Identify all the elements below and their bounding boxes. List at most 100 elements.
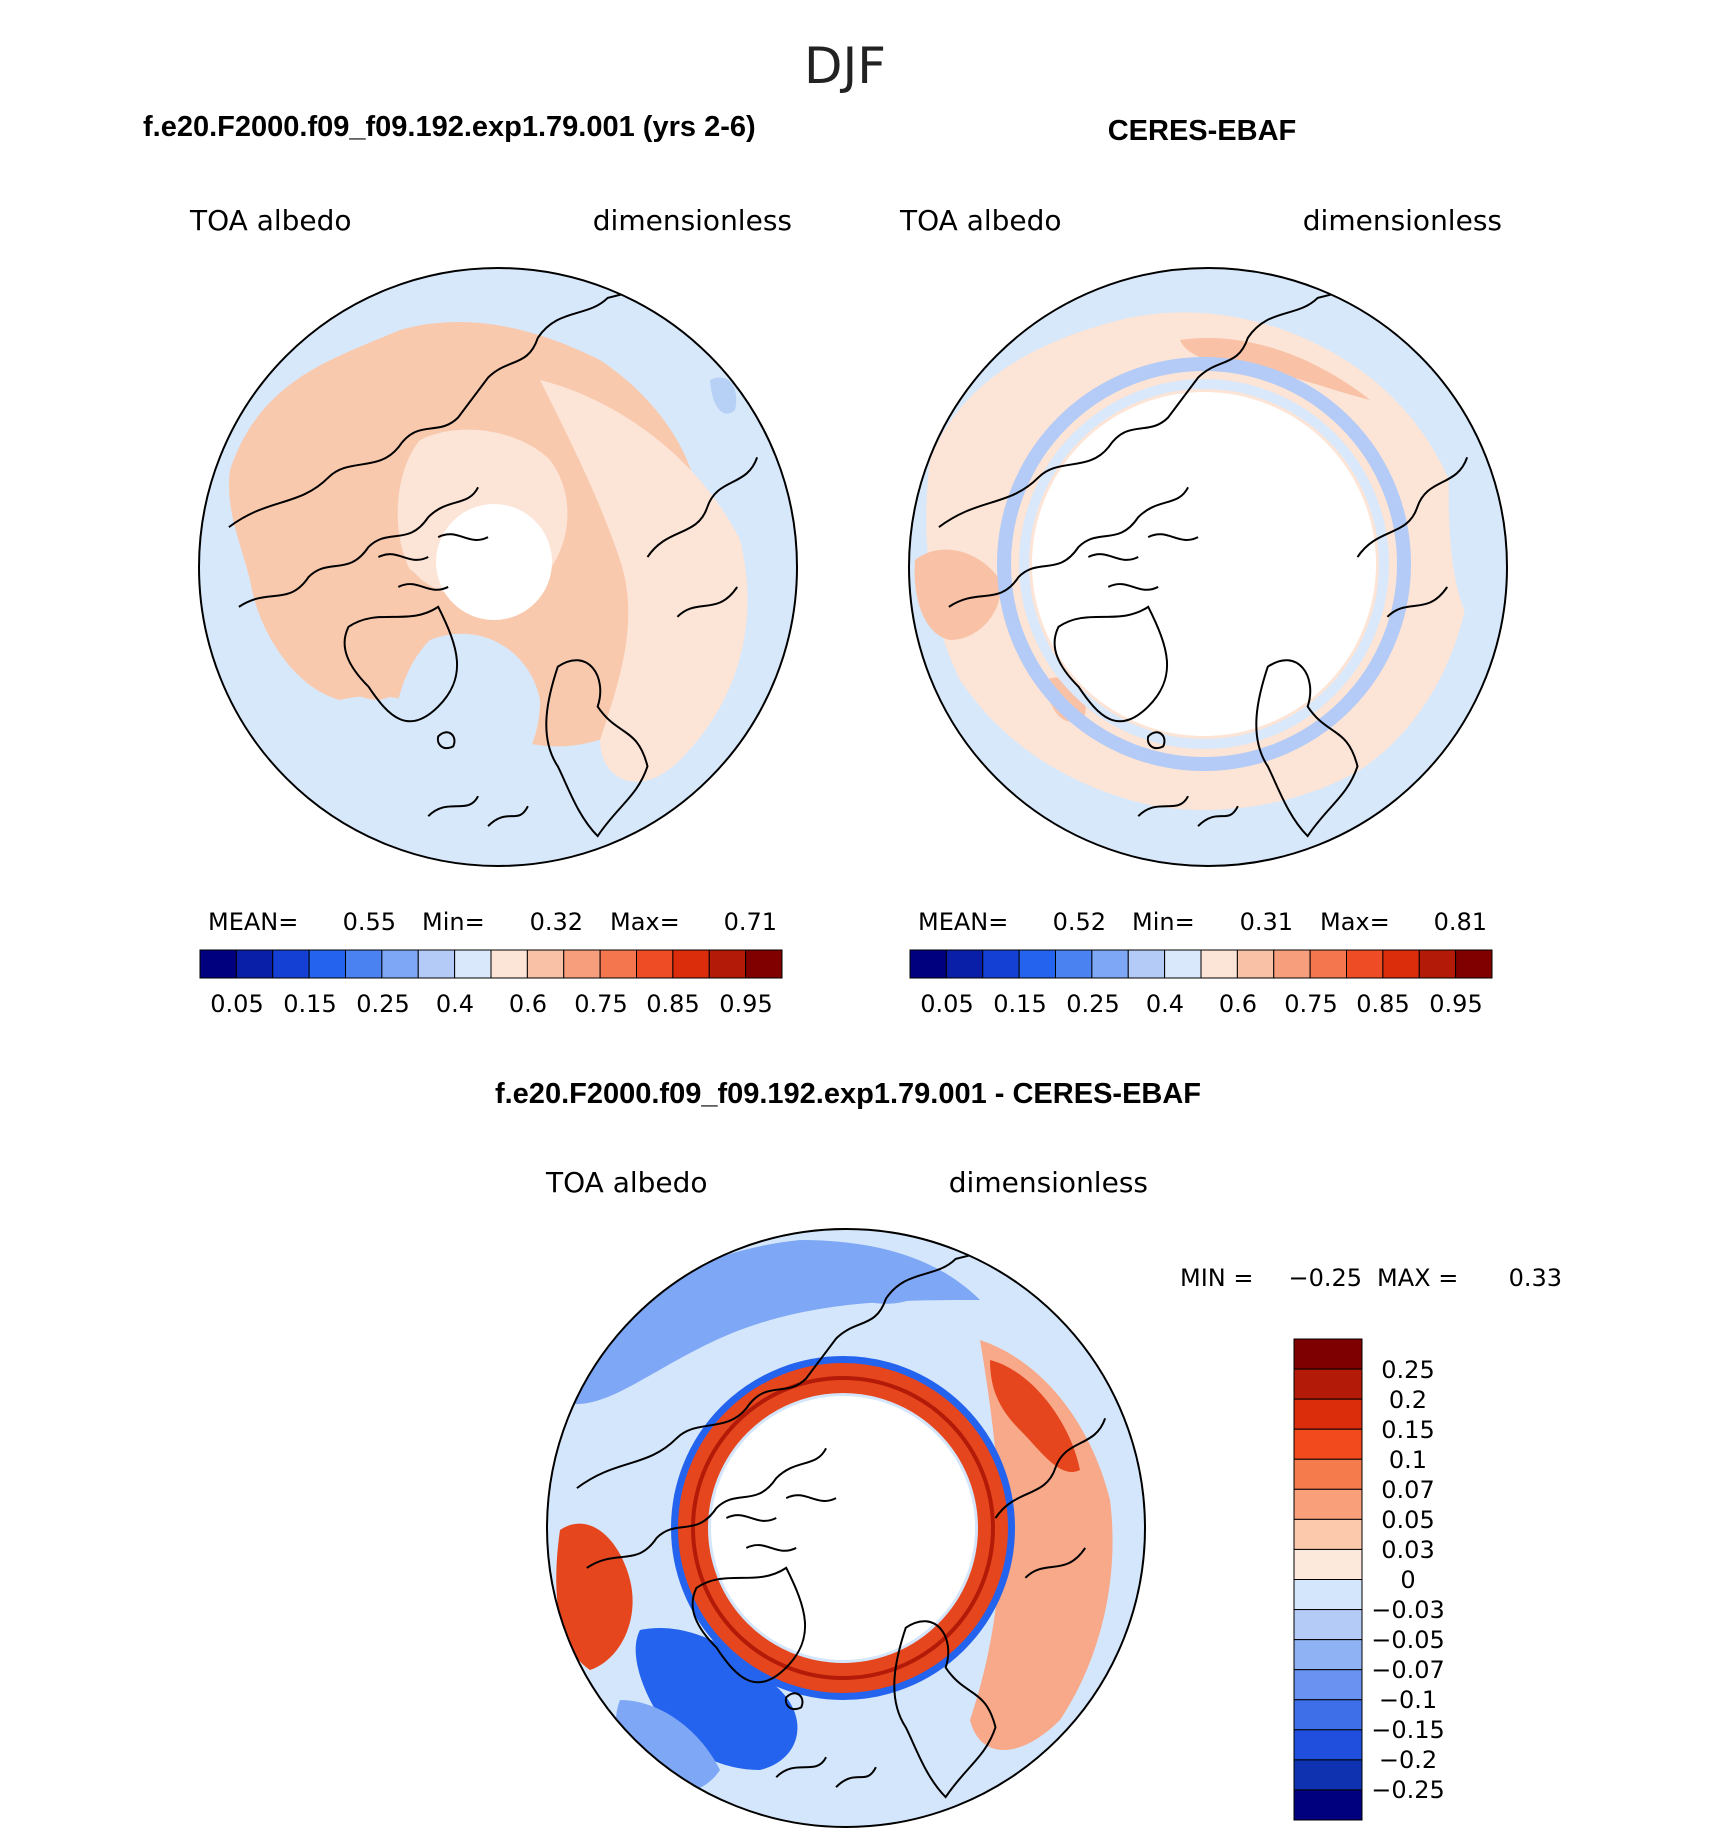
- colorbar-tick-label: 0.6: [509, 990, 547, 1018]
- colorbar-tick-label: 0.2: [1389, 1386, 1427, 1414]
- panel-model-map-border: [198, 267, 798, 867]
- panel-model-variable-label: TOA albedo: [189, 204, 352, 237]
- panel-obs-mean-label: MEAN=: [918, 908, 1008, 936]
- panel-obs-min-label: Min=: [1132, 908, 1195, 936]
- colorbar-tick-label: −0.1: [1379, 1686, 1437, 1714]
- colorbar-tick-label: 0.15: [993, 990, 1046, 1018]
- colorbar-tick-label: 0.25: [1066, 990, 1119, 1018]
- panel-model-colorbar-ticks: 0.05 0.15 0.25 0.4 0.6 0.75 0.85 0.95: [210, 990, 772, 1018]
- colorbar-tick-label: 0.05: [920, 990, 973, 1018]
- colorbar-swatch: [199, 949, 237, 979]
- panel-model-min-value: 0.32: [530, 908, 583, 936]
- colorbar-tick-label: 0.85: [646, 990, 699, 1018]
- panel-obs: CERES-EBAF TOA albedo dimensionless MEAN…: [899, 115, 1508, 1018]
- colorbar-tick-label: 0.15: [283, 990, 336, 1018]
- colorbar-swatch: [308, 949, 346, 979]
- colorbar-swatch: [235, 949, 274, 979]
- panel-diff-max-label: MAX =: [1377, 1264, 1458, 1292]
- panel-diff-max-value: 0.33: [1509, 1264, 1562, 1292]
- colorbar-swatch: [1293, 1338, 1363, 1370]
- panel-diff-map: [547, 1229, 1145, 1827]
- colorbar-swatch: [982, 949, 1020, 979]
- colorbar-swatch: [745, 949, 783, 979]
- colorbar-tick-label: 0.03: [1381, 1536, 1434, 1564]
- colorbar-swatch: [1164, 949, 1202, 979]
- colorbar-swatch: [1293, 1518, 1363, 1550]
- colorbar-swatch: [708, 949, 747, 979]
- colorbar-swatch: [1382, 949, 1420, 979]
- panel-model-mean-value: 0.55: [343, 908, 396, 936]
- panel-model: f.e20.F2000.f09_f09.192.exp1.79.001 (yrs…: [143, 111, 798, 1018]
- colorbar-tick-label: 0.07: [1381, 1476, 1434, 1504]
- panel-diff-colorbar-ticks: 0.25 0.2 0.15 0.1 0.07 0.05 0.03 0 −0.03…: [1371, 1356, 1445, 1804]
- colorbar-swatch: [1293, 1759, 1363, 1791]
- colorbar-swatch: [1346, 949, 1384, 979]
- colorbar-swatch: [1418, 949, 1457, 979]
- colorbar-tick-label: 0.25: [356, 990, 409, 1018]
- colorbar-tick-label: 0.6: [1219, 990, 1257, 1018]
- panel-obs-variable-label: TOA albedo: [899, 204, 1062, 237]
- colorbar-tick-label: −0.05: [1371, 1626, 1445, 1654]
- colorbar-swatch: [1293, 1639, 1363, 1671]
- colorbar-swatch: [1293, 1729, 1363, 1761]
- panel-diff-variable-label: TOA albedo: [545, 1166, 708, 1199]
- panel-diff-title: f.e20.F2000.f09_f09.192.exp1.79.001 - CE…: [495, 1078, 1201, 1110]
- colorbar-swatch: [272, 949, 310, 979]
- colorbar-swatch: [526, 949, 565, 979]
- panel-obs-colorbar: [909, 949, 1493, 979]
- colorbar-swatch: [1293, 1488, 1363, 1520]
- colorbar-tick-label: −0.15: [1371, 1716, 1445, 1744]
- panel-model-max-label: Max=: [610, 908, 680, 936]
- panel-model-mean-label: MEAN=: [208, 908, 298, 936]
- colorbar-tick-label: 0.1: [1389, 1446, 1427, 1474]
- colorbar-swatch: [417, 949, 456, 979]
- panel-model-title: f.e20.F2000.f09_f09.192.exp1.79.001 (yrs…: [143, 111, 756, 143]
- panel-obs-max-value: 0.81: [1434, 908, 1487, 936]
- colorbar-swatch: [454, 949, 492, 979]
- colorbar-swatch: [1455, 949, 1493, 979]
- colorbar-swatch: [945, 949, 984, 979]
- colorbar-swatch: [1293, 1398, 1363, 1430]
- colorbar-swatch: [1293, 1699, 1363, 1731]
- colorbar-swatch: [381, 949, 419, 979]
- colorbar-tick-label: 0.75: [1284, 990, 1337, 1018]
- colorbar-swatch: [1293, 1368, 1363, 1400]
- colorbar-tick-label: 0.95: [1429, 990, 1482, 1018]
- panel-diff: f.e20.F2000.f09_f09.192.exp1.79.001 - CE…: [495, 1078, 1562, 1828]
- colorbar-swatch: [1293, 1428, 1363, 1460]
- colorbar-swatch: [1200, 949, 1238, 979]
- colorbar-tick-label: 0.05: [1381, 1506, 1434, 1534]
- panel-diff-min-value: −0.25: [1288, 1264, 1362, 1292]
- colorbar-tick-label: 0.75: [574, 990, 627, 1018]
- colorbar-swatch: [672, 949, 710, 979]
- colorbar-swatch: [1293, 1579, 1363, 1611]
- colorbar-swatch: [490, 949, 528, 979]
- colorbar-tick-label: 0.05: [210, 990, 263, 1018]
- colorbar-tick-label: 0.25: [1381, 1356, 1434, 1384]
- panel-model-max-value: 0.71: [724, 908, 777, 936]
- colorbar-swatch: [1293, 1458, 1363, 1490]
- colorbar-tick-label: −0.2: [1379, 1746, 1437, 1774]
- colorbar-swatch: [909, 949, 947, 979]
- colorbar-tick-label: 0.4: [1146, 990, 1184, 1018]
- colorbar-tick-label: 0.85: [1356, 990, 1409, 1018]
- panel-obs-map: [909, 268, 1507, 866]
- colorbar-swatch: [1018, 949, 1056, 979]
- panel-obs-mean-value: 0.52: [1053, 908, 1106, 936]
- colorbar-tick-label: −0.03: [1371, 1596, 1445, 1624]
- colorbar-swatch: [1293, 1669, 1363, 1701]
- colorbar-swatch: [563, 949, 601, 979]
- panel-model-units-label: dimensionless: [593, 204, 792, 237]
- colorbar-swatch: [1273, 949, 1311, 979]
- colorbar-tick-label: −0.25: [1371, 1776, 1445, 1804]
- panel-diff-min-label: MIN =: [1180, 1264, 1253, 1292]
- colorbar-swatch: [1309, 949, 1347, 979]
- colorbar-swatch: [636, 949, 674, 979]
- colorbar-swatch: [1293, 1789, 1363, 1821]
- colorbar-tick-label: 0.4: [436, 990, 474, 1018]
- panel-diff-map-border: [546, 1228, 1146, 1828]
- colorbar-swatch: [1236, 949, 1275, 979]
- colorbar-swatch: [1055, 949, 1093, 979]
- panel-obs-title: CERES-EBAF: [1108, 115, 1297, 147]
